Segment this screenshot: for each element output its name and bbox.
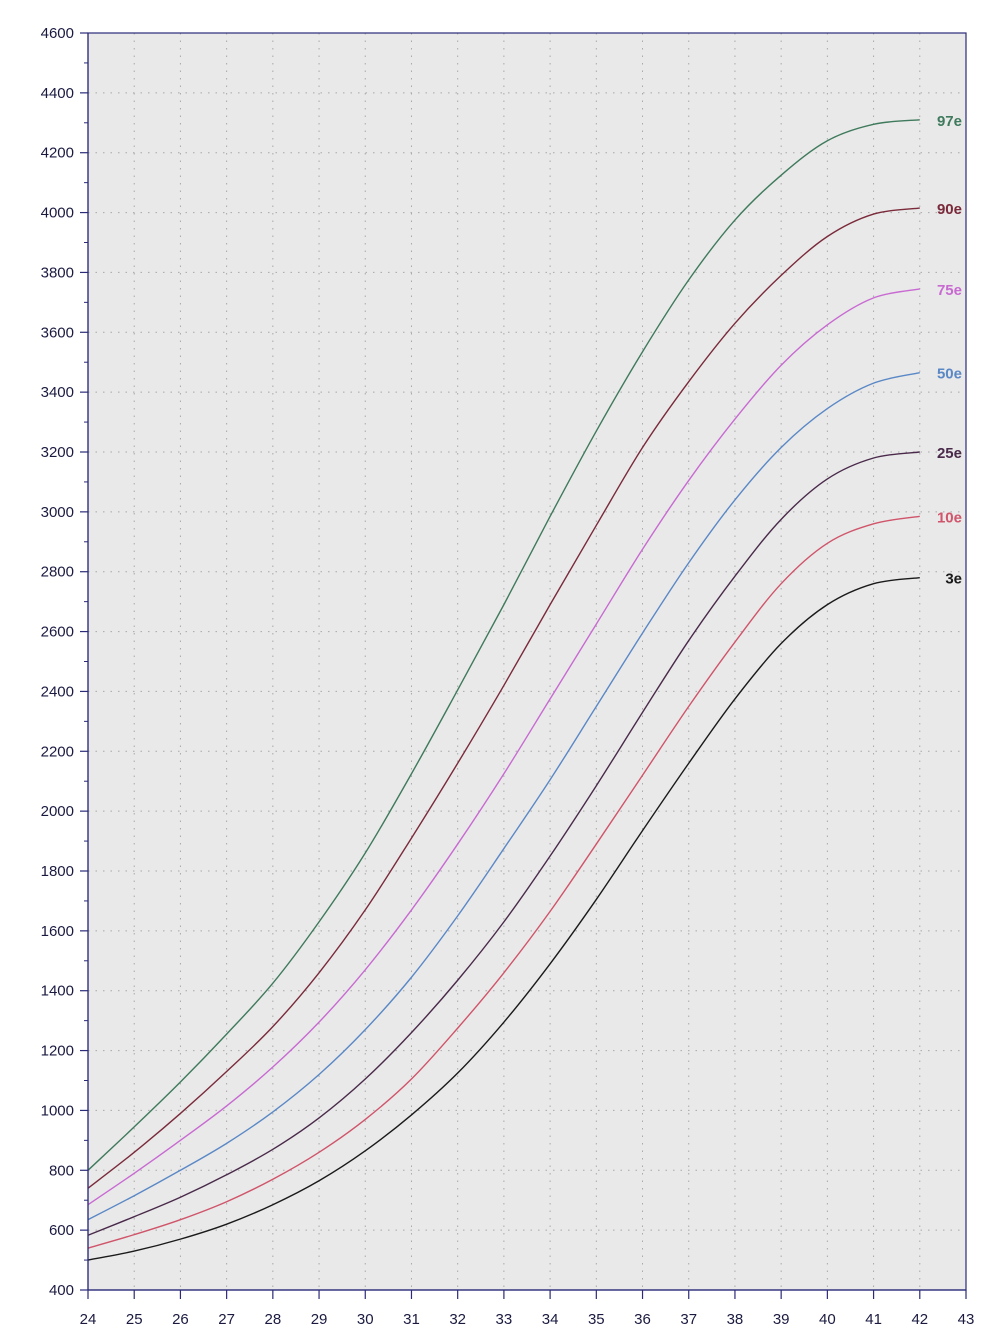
y-tick-label: 600 xyxy=(49,1222,74,1239)
x-tick-label: 25 xyxy=(126,1311,143,1328)
x-tick-label: 35 xyxy=(588,1311,605,1328)
x-tick-label: 26 xyxy=(172,1311,189,1328)
y-tick-label: 2200 xyxy=(41,743,74,760)
x-tick-label: 38 xyxy=(727,1311,744,1328)
y-tick-label: 1400 xyxy=(41,983,74,1000)
x-tick-label: 32 xyxy=(449,1311,466,1328)
x-tick-label: 37 xyxy=(680,1311,697,1328)
y-tick-label: 3800 xyxy=(41,264,74,281)
y-tick-label: 2600 xyxy=(41,624,74,641)
series-line-50e xyxy=(87,372,920,1221)
series-lines xyxy=(87,119,920,1261)
x-tick-label: 24 xyxy=(80,1311,97,1328)
y-tick-label: 3400 xyxy=(41,384,74,401)
series-line-10e xyxy=(87,515,920,1249)
y-tick-label: 400 xyxy=(49,1282,74,1299)
x-tick-label: 28 xyxy=(264,1311,281,1328)
x-tick-label: 34 xyxy=(542,1311,559,1328)
x-tick-label: 27 xyxy=(218,1311,235,1328)
series-label-97e: 97e xyxy=(937,113,962,130)
x-tick-label: 31 xyxy=(403,1311,420,1328)
x-tick-label: 33 xyxy=(496,1311,513,1328)
y-tick-label: 4000 xyxy=(41,205,74,222)
x-tick-label: 30 xyxy=(357,1311,374,1328)
series-line-75e xyxy=(87,288,920,1206)
series-label-75e: 75e xyxy=(937,282,962,299)
series-label-90e: 90e xyxy=(937,201,962,218)
series-line-90e xyxy=(87,207,920,1189)
x-tick-label: 36 xyxy=(634,1311,651,1328)
plot-area xyxy=(88,33,966,1290)
x-tick-label: 41 xyxy=(865,1311,882,1328)
series-labels: 97e 90e 75e 50e 25e 10e 3e xyxy=(937,113,962,588)
y-tick-label: 3600 xyxy=(41,324,74,341)
y-tick-label: 1000 xyxy=(41,1102,74,1119)
series-label-3e: 3e xyxy=(945,571,962,588)
y-axis: 400 600 800 1000 1200 1400 1600 1800 2000 2200 240… xyxy=(41,25,89,1299)
x-tick-label: 40 xyxy=(819,1311,836,1328)
series-label-10e: 10e xyxy=(937,509,962,526)
x-tick-label: 39 xyxy=(773,1311,790,1328)
x-tick-label: 42 xyxy=(911,1311,928,1328)
series-line-25e xyxy=(87,451,920,1236)
y-tick-label: 1600 xyxy=(41,923,74,940)
series-line-3e xyxy=(87,577,920,1261)
y-tick-label: 1200 xyxy=(41,1043,74,1060)
x-tick-label: 29 xyxy=(311,1311,328,1328)
x-axis: 24 25 26 27 28 29 30 31 32 33 34 35 36 37 38 39 40 41 42 43 xyxy=(80,1289,975,1328)
y-tick-label: 2800 xyxy=(41,564,74,581)
series-line-97e xyxy=(87,119,920,1171)
y-tick-label: 2400 xyxy=(41,683,74,700)
y-tick-label: 4200 xyxy=(41,145,74,162)
y-tick-label: 2000 xyxy=(41,803,74,820)
x-tick-label: 43 xyxy=(958,1311,975,1328)
series-label-50e: 50e xyxy=(937,366,962,383)
y-tick-label: 4400 xyxy=(41,85,74,102)
y-tick-label: 800 xyxy=(49,1162,74,1179)
y-tick-label: 3000 xyxy=(41,504,74,521)
y-tick-label: 4600 xyxy=(41,25,74,42)
series-label-25e: 25e xyxy=(937,445,962,462)
y-tick-label: 1800 xyxy=(41,863,74,880)
y-tick-label: 3200 xyxy=(41,444,74,461)
